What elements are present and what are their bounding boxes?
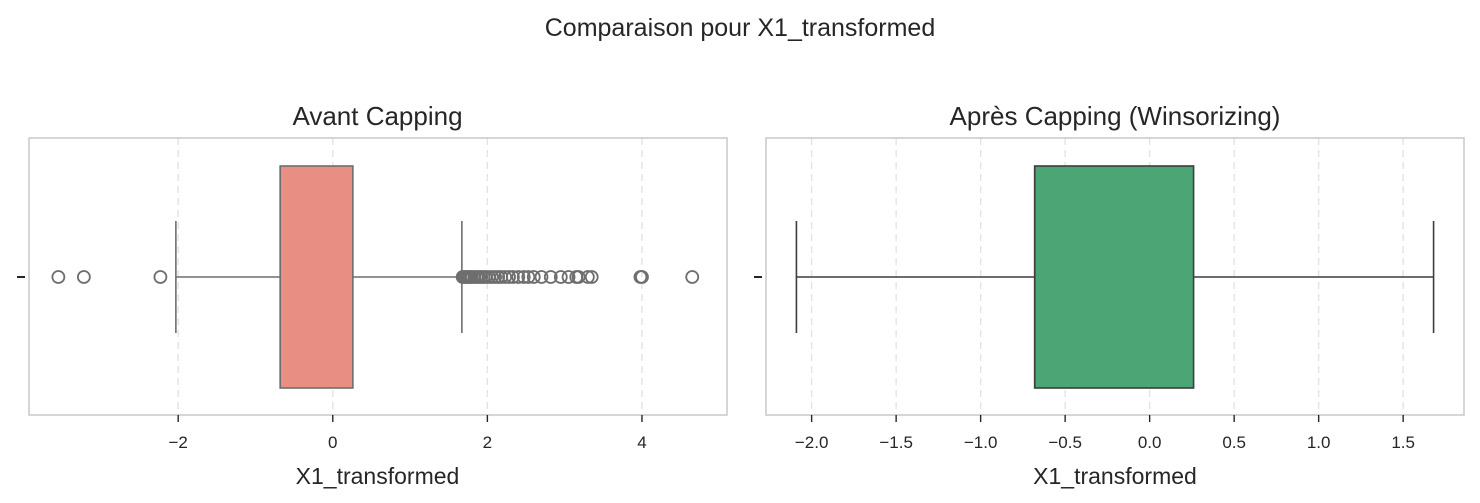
iqr-box	[1033, 165, 1195, 389]
outlier-point	[153, 270, 168, 284]
x-tick-label: 1.0	[1307, 433, 1331, 452]
outlier-point	[51, 270, 66, 284]
x-tick-label: 2	[483, 433, 492, 452]
panel-title-after: Après Capping (Winsorizing)	[950, 101, 1281, 131]
outlier-point	[498, 270, 513, 284]
outlier-point	[685, 270, 700, 284]
panel-before-capping: Avant Capping X1_transformed −2 0 2 4	[17, 101, 728, 489]
iqr-box	[279, 165, 354, 389]
outlier-point	[571, 270, 586, 284]
x-tick-label: 0.0	[1138, 433, 1162, 452]
x-tick-label: 0	[328, 433, 337, 452]
outlier-point	[580, 270, 595, 284]
x-axis-label-after: X1_transformed	[1033, 463, 1197, 489]
plot-frame	[765, 137, 1465, 416]
panel-title-before: Avant Capping	[292, 101, 462, 131]
outlier-point	[534, 270, 549, 284]
plot-frame	[28, 137, 728, 416]
outlier-point	[76, 270, 91, 284]
x-tick-label: −1.0	[964, 433, 998, 452]
x-tick-label: −0.5	[1048, 433, 1082, 452]
outlier-point	[521, 270, 536, 284]
outlier-point	[516, 270, 531, 284]
x-tick-label: −1.5	[879, 433, 913, 452]
x-tick-label: 4	[637, 433, 646, 452]
outlier-point	[502, 270, 516, 284]
outlier-point	[505, 270, 520, 284]
figure-suptitle: Comparaison pour X1_transformed	[545, 14, 935, 42]
outlier-point	[526, 270, 541, 284]
x-tick-label: −2	[168, 433, 187, 452]
x-tick-label: 1.5	[1391, 433, 1415, 452]
x-tick-label: 0.5	[1222, 433, 1246, 452]
outlier-point	[561, 270, 576, 284]
outlier-point	[584, 270, 599, 284]
x-axis-label-before: X1_transformed	[296, 463, 460, 489]
outlier-point	[511, 270, 526, 284]
x-tick-label: −2.0	[795, 433, 829, 452]
outlier-point	[635, 270, 649, 284]
panel-after-capping: Après Capping (Winsorizing) X1_transform…	[754, 101, 1465, 489]
outlier-point	[543, 270, 558, 284]
outlier-point	[553, 270, 568, 284]
